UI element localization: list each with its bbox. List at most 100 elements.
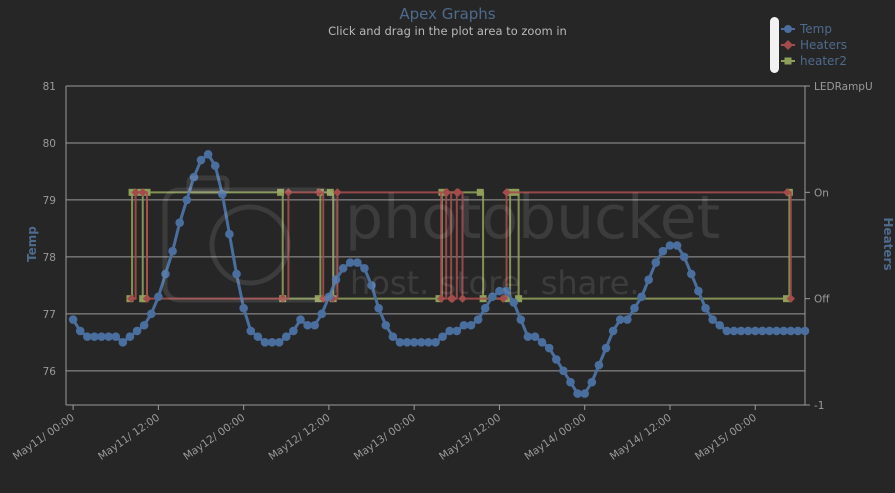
temp-point: [331, 275, 341, 284]
temp-point: [793, 326, 803, 336]
temp-point: [125, 332, 135, 341]
heaters-point: [131, 188, 140, 197]
temp-point: [601, 343, 611, 353]
legend-item-heaters[interactable]: Heaters: [781, 38, 847, 52]
x-axis-ticks: May11/ 00:00 May11/ 12:00 May12/ 00:00 May1…: [11, 405, 759, 463]
temp-point: [139, 320, 149, 330]
y2-tick-label: Off: [814, 294, 830, 306]
temp-point: [345, 258, 355, 267]
temp-point: [253, 332, 263, 341]
x-tick-label: May14/ 12:00: [608, 412, 674, 463]
heaters-point: [453, 188, 463, 197]
temp-point: [274, 338, 284, 347]
temp-point: [672, 241, 682, 250]
heaters-point: [502, 188, 511, 197]
temp-point: [83, 332, 92, 341]
temp-point: [189, 172, 199, 182]
temp-point: [736, 326, 746, 336]
temp-point: [267, 338, 277, 347]
y2-tick-label: LEDRampU: [814, 81, 873, 93]
temp-point: [466, 320, 476, 330]
x-tick-label: May12/ 12:00: [267, 412, 333, 463]
temp-point: [488, 292, 497, 302]
temp-point: [324, 292, 334, 302]
temp-point: [594, 360, 604, 370]
temp-point: [559, 366, 568, 376]
temp-point: [459, 320, 469, 330]
temp-point: [281, 332, 291, 341]
temp-point: [523, 332, 533, 341]
y-axis-ticks: 76 77 78 79 80 81: [43, 81, 57, 378]
temp-point: [701, 303, 710, 313]
y-tick-label: 77: [43, 309, 56, 321]
temp-point: [409, 338, 419, 347]
heater2-point: [515, 295, 523, 303]
temp-point: [381, 320, 391, 330]
temp-point: [679, 252, 689, 262]
legend-item-heater2[interactable]: heater2: [781, 54, 847, 68]
temp-point: [210, 161, 220, 171]
watermark-brand: photobucket: [345, 183, 720, 253]
temp-point: [402, 338, 412, 347]
heater2-point: [326, 188, 334, 196]
heater2-point: [314, 295, 322, 303]
temp-point: [608, 326, 618, 336]
heaters-point: [138, 188, 147, 197]
temp-point: [580, 389, 590, 398]
y2-tick-label: -1: [814, 400, 824, 412]
temp-point: [218, 189, 227, 199]
temp-point: [722, 326, 732, 336]
heaters-point: [314, 188, 324, 197]
temp-point: [779, 326, 788, 336]
temp-point: [495, 286, 504, 296]
temp-point: [637, 292, 646, 302]
temp-point: [480, 303, 490, 313]
y-tick-label: 80: [43, 138, 56, 150]
legend[interactable]: Temp Heaters heater2: [770, 17, 847, 73]
heater2-point: [277, 188, 285, 196]
heaters-point: [142, 294, 152, 303]
temp-point: [516, 315, 526, 324]
watermark: [162, 175, 338, 303]
temp-point: [615, 315, 625, 324]
legend-scrollbar[interactable]: [770, 17, 779, 73]
temp-point: [623, 315, 632, 324]
temp-point: [239, 303, 248, 313]
y2-tick-label: On: [814, 187, 829, 199]
temp-point: [544, 343, 554, 353]
temp-point: [473, 315, 483, 324]
heaters-point: [786, 294, 796, 303]
heaters-point: [436, 294, 446, 303]
temp-point: [750, 326, 760, 336]
temp-point: [395, 338, 405, 347]
temp-point: [97, 332, 106, 341]
temp-point: [374, 303, 383, 313]
heaters-point: [127, 294, 136, 303]
temp-point: [182, 195, 192, 205]
legend-label-temp: Temp: [799, 22, 832, 36]
y2-axis-title: Heaters: [881, 217, 895, 270]
temp-point: [104, 332, 113, 341]
watermark-tagline: host. store. share.: [350, 264, 640, 302]
heaters-point: [448, 294, 457, 303]
legend-item-temp[interactable]: Temp: [781, 22, 832, 36]
temp-point: [715, 320, 725, 330]
legend-marker-heater2: [784, 57, 792, 65]
temp-point: [168, 246, 177, 256]
temp-point: [317, 309, 327, 319]
temp-point: [687, 269, 696, 279]
temp-point: [551, 355, 561, 364]
temp-point: [175, 218, 184, 228]
temp-point: [289, 326, 298, 336]
temp-point: [360, 263, 369, 273]
legend-label-heaters: Heaters: [800, 38, 847, 52]
x-tick-label: May13/ 00:00: [352, 412, 418, 463]
temp-point: [338, 263, 348, 273]
temp-point: [573, 389, 582, 398]
temp-point: [232, 269, 241, 279]
temp-point: [154, 292, 163, 302]
temp-point: [772, 326, 781, 336]
heaters-point: [333, 188, 342, 197]
